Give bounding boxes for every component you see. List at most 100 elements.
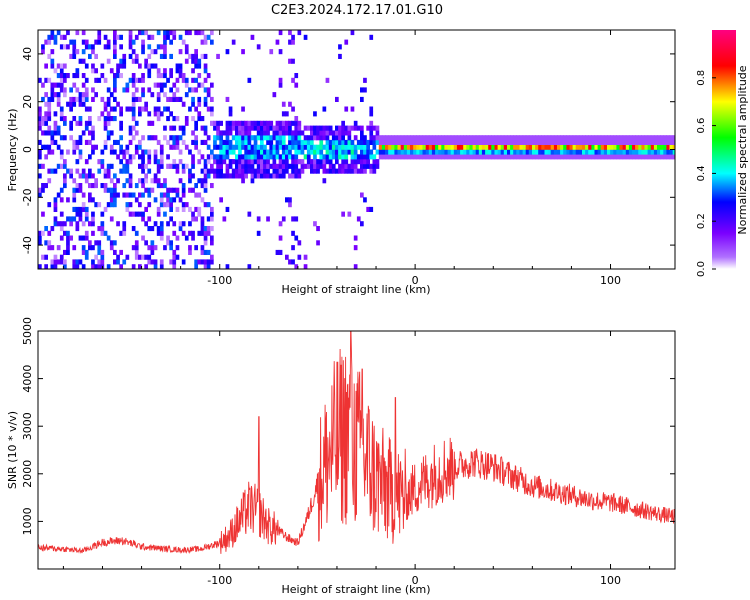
heatmap-cell: [350, 139, 355, 145]
heatmap-cell: [666, 154, 671, 160]
heatmap-cell: [281, 111, 286, 117]
heatmap-cell: [134, 149, 139, 155]
heatmap-cell: [313, 125, 317, 131]
heatmap-cell: [575, 135, 580, 141]
heatmap-cell: [310, 130, 314, 136]
heatmap-cell: [578, 149, 583, 155]
heatmap-cell: [53, 168, 58, 174]
heatmap-cell: [300, 149, 305, 155]
heatmap-cell: [53, 216, 58, 222]
heatmap-cell: [153, 221, 158, 227]
heatmap-cell: [53, 125, 58, 131]
heatmap-cell: [507, 149, 511, 155]
heatmap-cell: [159, 149, 164, 155]
heatmap-cell: [306, 163, 311, 169]
heatmap-cell: [222, 216, 227, 222]
heatmap-cell: [260, 120, 264, 126]
heatmap-cell: [235, 168, 239, 174]
heatmap-cell: [316, 168, 320, 174]
heatmap-cell: [313, 135, 317, 141]
heatmap-cell: [113, 192, 117, 198]
heatmap-cell: [406, 139, 411, 145]
heatmap-cell: [513, 149, 517, 155]
heatmap-cell: [641, 135, 646, 141]
heatmap-cell: [560, 154, 564, 160]
heatmap-cell: [563, 139, 567, 145]
heatmap-cell: [335, 139, 339, 145]
heatmap-cell: [59, 116, 64, 122]
heatmap-cell: [303, 139, 308, 145]
heatmap-cell: [122, 168, 127, 174]
heatmap-cell: [313, 159, 317, 165]
heatmap-cell: [338, 125, 342, 131]
heatmap-cell: [388, 154, 392, 160]
heatmap-cell: [241, 159, 245, 165]
heatmap-cell: [100, 163, 105, 169]
heatmap-cell: [181, 259, 186, 265]
heatmap-cell: [428, 144, 433, 150]
heatmap-cell: [266, 159, 270, 165]
heatmap-cell: [369, 149, 374, 155]
heatmap-cell: [272, 144, 277, 150]
heatmap-cell: [481, 149, 486, 155]
heatmap-cell: [56, 144, 61, 150]
heatmap-cell: [650, 144, 655, 150]
heatmap-cell: [228, 120, 233, 126]
heatmap-cell: [122, 163, 127, 169]
heatmap-cell: [472, 154, 477, 160]
heatmap-cell: [400, 139, 405, 145]
heatmap-cell: [331, 163, 336, 169]
heatmap-cell: [281, 139, 286, 145]
heatmap-cell: [172, 159, 177, 165]
snr-xlabel: Height of straight line (km): [281, 583, 430, 596]
heatmap-cell: [607, 139, 611, 145]
heatmap-cell: [278, 168, 283, 174]
heatmap-cell: [625, 154, 630, 160]
heatmap-cell: [159, 144, 164, 150]
heatmap-cell: [147, 149, 152, 155]
heatmap-cell: [231, 149, 236, 155]
x-tick-label: -100: [207, 274, 232, 287]
heatmap-cell: [550, 149, 555, 155]
heatmap-cell: [69, 168, 73, 174]
heatmap-cell: [256, 168, 261, 174]
heatmap-cell: [91, 216, 95, 222]
heatmap-cell: [131, 106, 136, 112]
heatmap-cell: [50, 168, 55, 174]
heatmap-cell: [225, 49, 230, 55]
heatmap-cell: [291, 39, 295, 45]
heatmap-cell: [385, 135, 389, 141]
heatmap-cell: [566, 135, 571, 141]
heatmap-cell: [578, 139, 583, 145]
heatmap-cell: [331, 139, 336, 145]
heatmap-cell: [350, 154, 355, 160]
heatmap-cell: [456, 154, 461, 160]
heatmap-cell: [281, 149, 286, 155]
heatmap-cell: [344, 106, 349, 112]
heatmap-cell: [607, 144, 611, 150]
heatmap-cell: [178, 125, 183, 131]
heatmap-cell: [300, 159, 305, 165]
heatmap-cell: [369, 34, 374, 40]
heatmap-cell: [116, 254, 120, 260]
heatmap-cell: [341, 135, 345, 141]
heatmap-cell: [94, 202, 98, 208]
heatmap-cell: [203, 249, 208, 255]
heatmap-cell: [134, 130, 139, 136]
heatmap-cell: [84, 63, 89, 69]
heatmap-cell: [632, 139, 636, 145]
heatmap-cell: [203, 53, 208, 59]
heatmap-cell: [191, 130, 195, 136]
heatmap-cell: [38, 187, 42, 193]
heatmap-cell: [353, 120, 358, 126]
heatmap-cell: [181, 206, 186, 212]
heatmap-cell: [128, 53, 133, 59]
heatmap-cell: [191, 154, 195, 160]
heatmap-cell: [141, 154, 145, 160]
heatmap-cell: [194, 87, 198, 93]
heatmap-cell: [144, 163, 148, 169]
heatmap-cell: [291, 154, 295, 160]
heatmap-cell: [197, 101, 202, 107]
heatmap-cell: [75, 139, 80, 145]
